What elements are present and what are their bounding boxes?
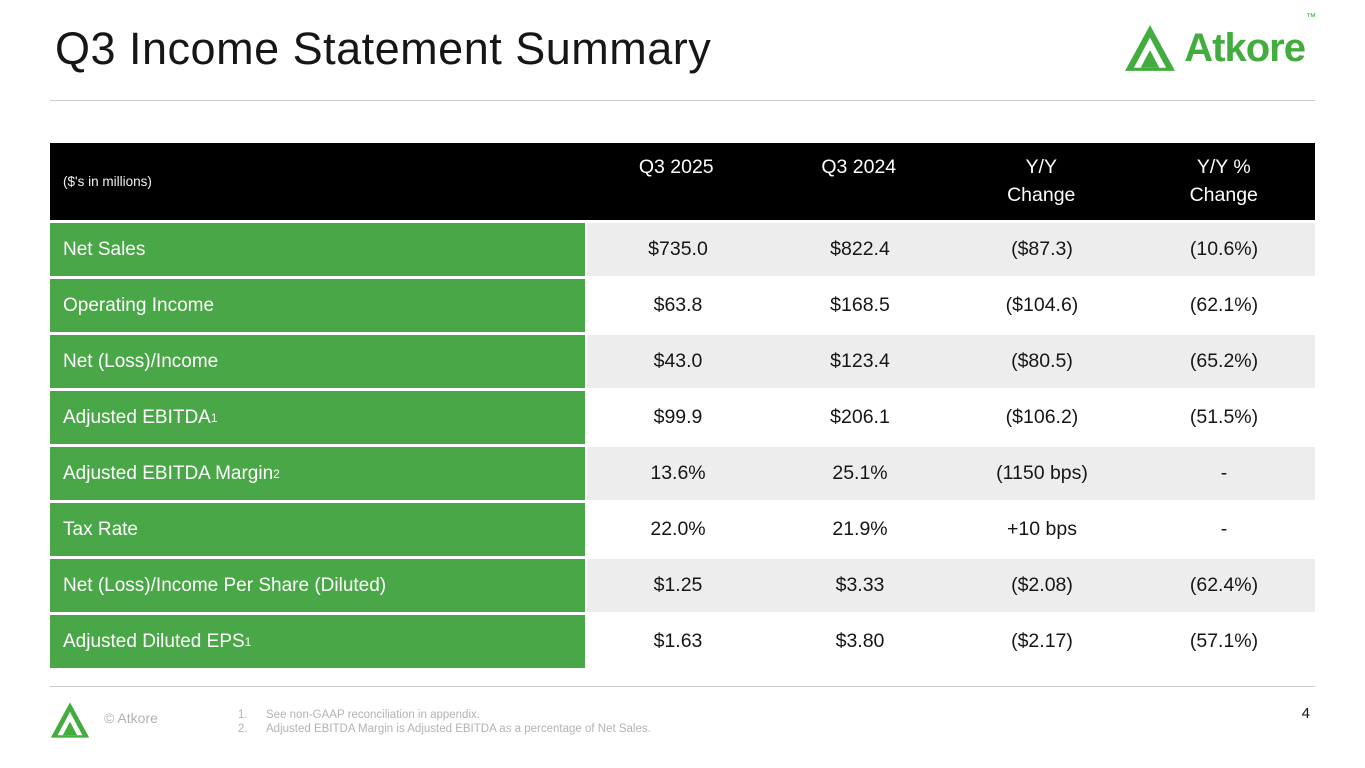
table-cell: (57.1%) (1189, 630, 1259, 652)
table-header-row: ($'s in millions) Q3 2025 Q3 2024 Y/Y Chan… (50, 143, 1315, 220)
column-header: Y/Y % Change (1189, 156, 1258, 206)
row-label: Net (Loss)/Income (50, 335, 585, 388)
table-cell: 13.6% (650, 462, 706, 484)
table-row: Net (Loss)/Income $43.0 $123.4 ($80.5) (65.2… (50, 335, 1315, 388)
row-values: 13.6% 25.1% (1150 bps) - (587, 447, 1315, 500)
table-cell: $63.8 (653, 294, 703, 316)
table-cell: - (1220, 462, 1228, 484)
table-row: Net (Loss)/Income Per Share (Diluted) $1.… (50, 559, 1315, 612)
table-row: Adjusted EBITDA Margin 2 13.6% 25.1% (1150 b… (50, 447, 1315, 500)
atkore-logo: Atkore™ (1124, 11, 1316, 72)
footnote-line: 1. See non-GAAP reconciliation in appendi… (238, 708, 651, 722)
footer: © Atkore 1. See non-GAAP reconciliation i… (50, 700, 1315, 740)
table-row: Operating Income $63.8 $168.5 ($104.6) (62.1… (50, 279, 1315, 332)
income-statement-table: ($'s in millions) Q3 2025 Q3 2024 Y/Y Chan… (50, 143, 1315, 668)
copyright: © Atkore (104, 710, 158, 726)
table-cell: 25.1% (832, 462, 888, 484)
table-cell: ($80.5) (1011, 350, 1073, 372)
title-row: Q3 Income Statement Summary Atkore™ (0, 0, 1365, 98)
footnote-line: 2. Adjusted EBITDA Margin is Adjusted EBI… (238, 722, 651, 736)
row-values: $43.0 $123.4 ($80.5) (65.2%) (587, 335, 1315, 388)
table-cell: - (1220, 518, 1228, 540)
footnote-text: See non-GAAP reconciliation in appendix. (266, 709, 480, 721)
table-cell: $3.80 (835, 630, 885, 652)
table-body: Net Sales $735.0 $822.4 ($87.3) (10.6%) Opera… (50, 223, 1315, 668)
table-cell: $168.5 (830, 294, 890, 316)
trademark-symbol: ™ (1306, 11, 1316, 23)
table-cell: (62.1%) (1189, 294, 1259, 316)
title-divider (50, 100, 1315, 101)
table-cell: $1.63 (653, 630, 703, 652)
atkore-wordmark: Atkore™ (1184, 11, 1316, 70)
column-header: Q3 2025 (638, 156, 714, 179)
row-label: Adjusted EBITDA Margin 2 (50, 447, 585, 500)
table-cell: 21.9% (832, 518, 888, 540)
table-cell: $43.0 (653, 350, 703, 372)
page-title: Q3 Income Statement Summary (55, 23, 712, 74)
page-number: 4 (1301, 705, 1310, 722)
footnote-number: 1. (238, 709, 248, 721)
table-cell: 22.0% (650, 518, 706, 540)
table-cell: ($2.17) (1011, 630, 1073, 652)
row-label: Adjusted EBITDA 1 (50, 391, 585, 444)
atkore-triangle-icon-small (50, 702, 90, 738)
footer-divider (50, 686, 1315, 687)
table-row: Adjusted EBITDA 1 $99.9 $206.1 ($106.2) (51.5… (50, 391, 1315, 444)
table-cell: $822.4 (830, 238, 890, 260)
table-cell: (62.4%) (1189, 574, 1259, 596)
table-row: Adjusted Diluted EPS 1 $1.63 $3.80 ($2.17) (5… (50, 615, 1315, 668)
table-cell: (51.5%) (1189, 406, 1259, 428)
table-cell: $123.4 (830, 350, 890, 372)
atkore-triangle-icon (1125, 25, 1176, 71)
row-label: Adjusted Diluted EPS 1 (50, 615, 585, 668)
row-label: Tax Rate (50, 503, 585, 556)
table-cell: ($104.6) (1005, 294, 1079, 316)
table-cell: $206.1 (830, 406, 890, 428)
table-cell: $735.0 (648, 238, 708, 260)
table-cell: (65.2%) (1189, 350, 1259, 372)
table-cell: +10 bps (1007, 518, 1077, 540)
row-label: Operating Income (50, 279, 585, 332)
table-cell: ($87.3) (1011, 238, 1073, 260)
footnote-text: Adjusted EBITDA Margin is Adjusted EBITD… (266, 723, 651, 736)
table-cell: $3.33 (835, 574, 885, 596)
row-values: $735.0 $822.4 ($87.3) (10.6%) (587, 223, 1315, 276)
table-cell: (1150 bps) (996, 462, 1088, 484)
table-cell: $1.25 (653, 574, 703, 596)
column-header: Q3 2024 (821, 156, 897, 179)
column-header: Y/Y Change (1007, 156, 1076, 206)
table-cell: ($106.2) (1005, 406, 1079, 428)
column-headers: Q3 2025 Q3 2024 Y/Y Change Y/Y % Change (585, 154, 1315, 209)
footnotes: 1. See non-GAAP reconciliation in appendi… (238, 708, 651, 737)
footnote-number: 2. (238, 723, 248, 736)
row-label: Net Sales (50, 223, 585, 276)
row-values: 22.0% 21.9% +10 bps - (587, 503, 1315, 556)
table-cell: (10.6%) (1189, 238, 1259, 260)
table-cell: ($2.08) (1011, 574, 1073, 596)
unit-note: ($'s in millions) (63, 174, 152, 189)
row-values: $1.63 $3.80 ($2.17) (57.1%) (587, 615, 1315, 668)
table-cell: $99.9 (653, 406, 703, 428)
row-values: $1.25 $3.33 ($2.08) (62.4%) (587, 559, 1315, 612)
table-row: Net Sales $735.0 $822.4 ($87.3) (10.6%) (50, 223, 1315, 276)
row-values: $99.9 $206.1 ($106.2) (51.5%) (587, 391, 1315, 444)
row-values: $63.8 $168.5 ($104.6) (62.1%) (587, 279, 1315, 332)
table-row: Tax Rate 22.0% 21.9% +10 bps - (50, 503, 1315, 556)
row-label: Net (Loss)/Income Per Share (Diluted) (50, 559, 585, 612)
